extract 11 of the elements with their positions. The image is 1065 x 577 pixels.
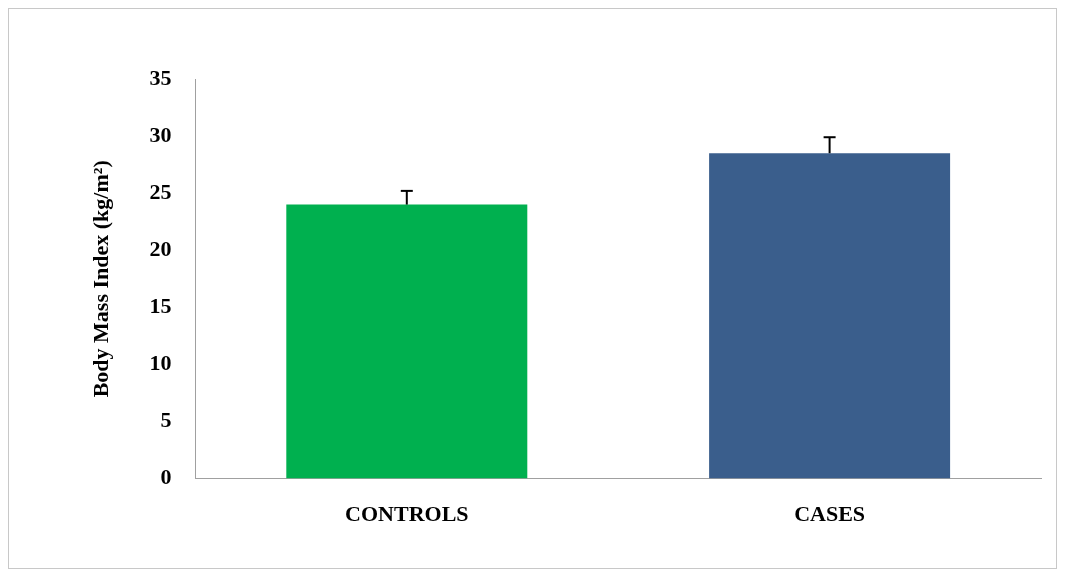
y-tick-label: 20 — [149, 235, 172, 261]
y-tick-label: 0 — [160, 464, 172, 490]
y-tick-label: 30 — [149, 121, 172, 147]
x-tick-label: CASES — [794, 501, 866, 527]
y-axis-title: Body Mass Index (kg/m²) — [87, 160, 113, 398]
y-tick-label: 35 — [149, 64, 172, 90]
x-tick-label: CONTROLS — [345, 501, 469, 527]
y-tick-label: 10 — [149, 350, 172, 376]
y-tick-label: 25 — [149, 178, 172, 204]
y-tick-label: 5 — [160, 407, 172, 433]
y-tick-label: 15 — [149, 293, 172, 319]
